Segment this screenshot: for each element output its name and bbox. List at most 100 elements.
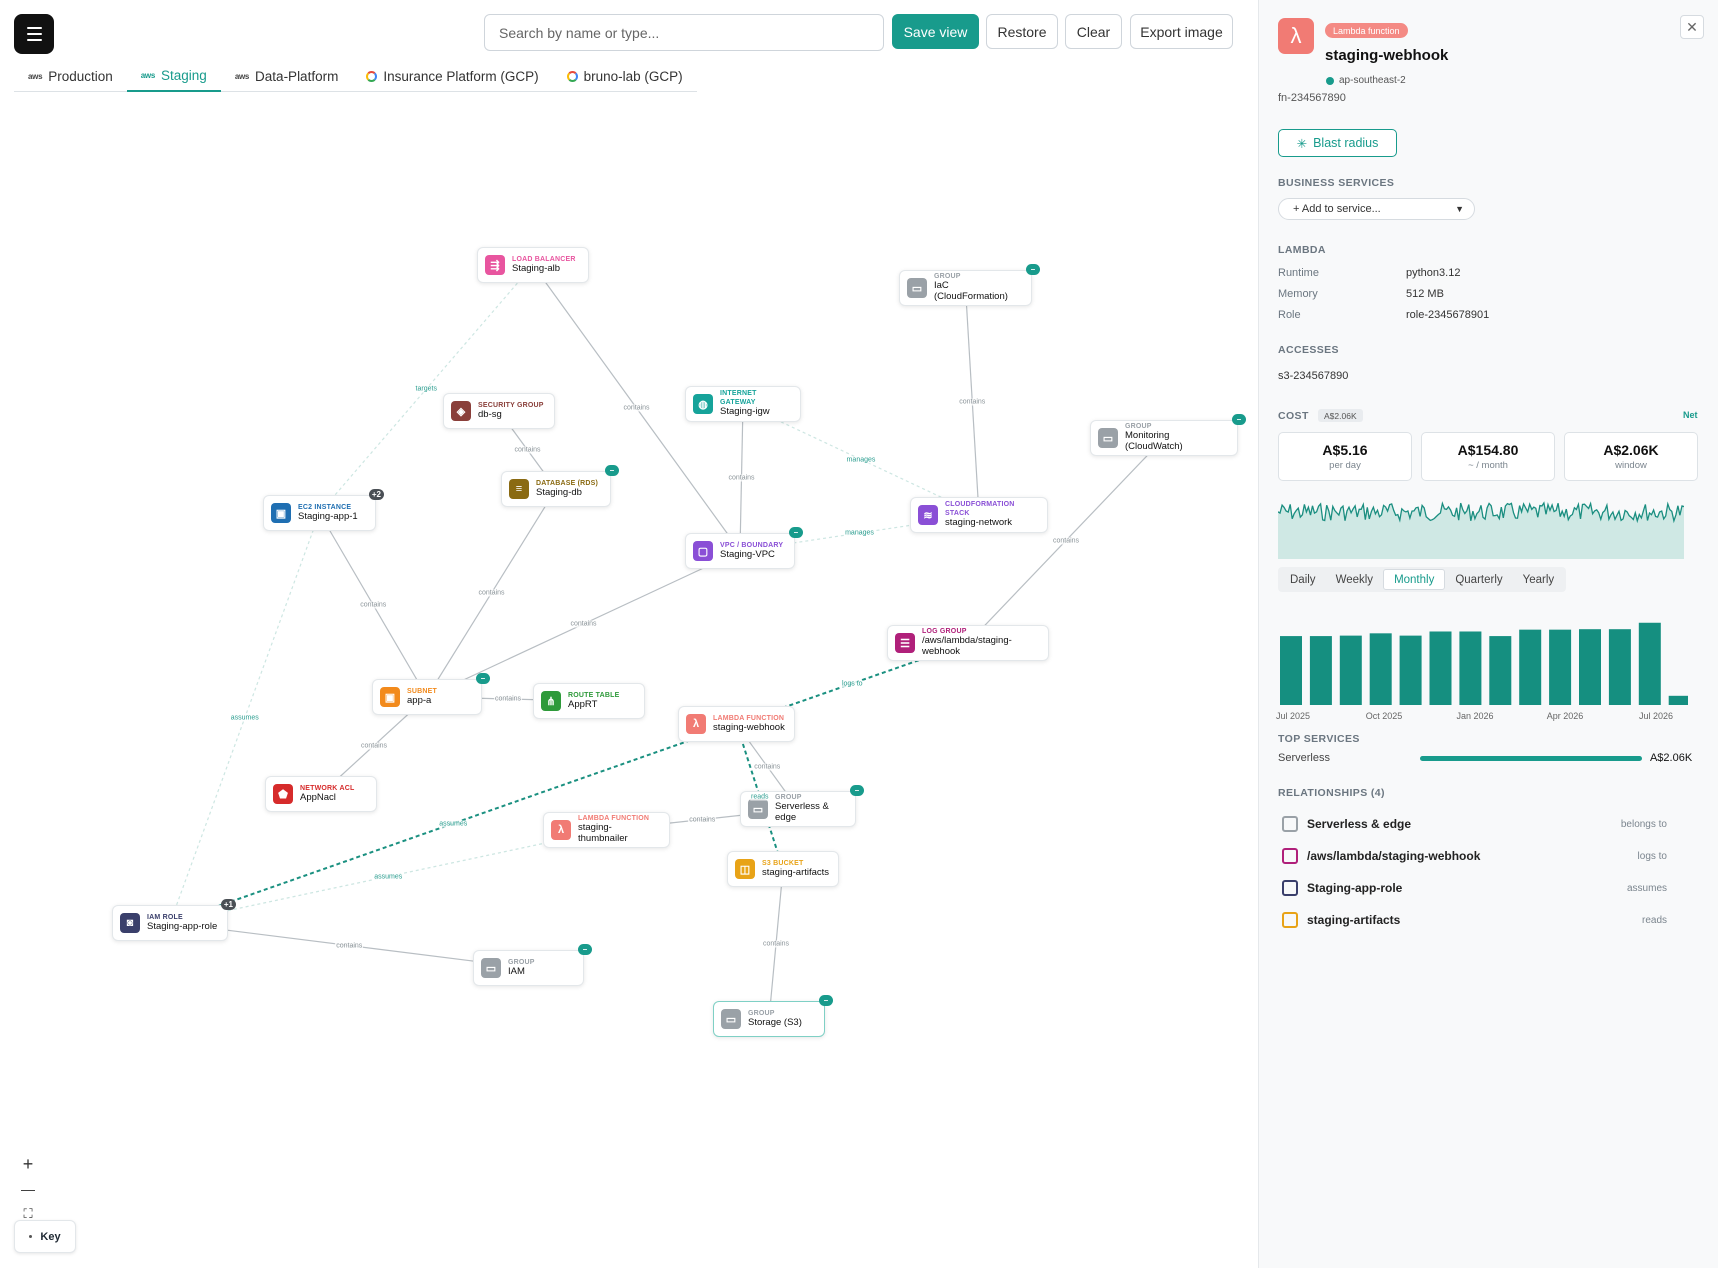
sparkline-area: [1278, 503, 1684, 559]
search-input[interactable]: [484, 14, 884, 51]
month-bar[interactable]: [1369, 633, 1392, 705]
period-monthly[interactable]: Monthly: [1383, 569, 1446, 590]
tab-data-platform[interactable]: aws Data-Platform: [234, 68, 339, 84]
month-bar[interactable]: [1459, 631, 1482, 705]
tab-bruno-lab[interactable]: bruno-lab (GCP): [553, 60, 697, 92]
role-icon: ◙: [120, 913, 140, 933]
node-vpc[interactable]: ▢ VPC / BOUNDARY Staging-VPC –: [685, 527, 803, 569]
collapse-badge[interactable]: –: [850, 785, 864, 796]
month-bar[interactable]: [1579, 629, 1601, 705]
edge-layer: [169, 264, 1165, 1020]
month-bar[interactable]: [1280, 636, 1302, 705]
relationship-row[interactable]: staging-artifacts reads: [1282, 910, 1667, 930]
relationship-row[interactable]: Staging-app-role assumes: [1282, 878, 1667, 898]
clear-button[interactable]: Clear: [1065, 14, 1122, 49]
add-to-service-select[interactable]: + Add to service... ▼: [1278, 198, 1475, 220]
bar-axis-label: Oct 2025: [1365, 711, 1403, 721]
menu-button[interactable]: [14, 14, 54, 54]
month-bar[interactable]: [1519, 629, 1542, 705]
close-panel-button[interactable]: ✕: [1680, 15, 1704, 39]
net-toggle[interactable]: Net: [1683, 410, 1698, 420]
node-nacl[interactable]: ⬟ NETWORK ACL AppNacl: [265, 776, 377, 812]
save-view-button[interactable]: Save view: [892, 14, 979, 49]
node-serverless[interactable]: ▭ GROUP Serverless & edge –: [740, 785, 864, 827]
period-daily[interactable]: Daily: [1290, 573, 1316, 586]
node-type-label: LAMBDA FUNCTION: [713, 714, 785, 722]
node-cfn[interactable]: ≋ CLOUDFORMATION STACK staging-network: [910, 497, 1048, 533]
node-db[interactable]: ≡ DATABASE (RDS) Staging-db –: [501, 465, 619, 507]
blast-radius-button[interactable]: ✳ Blast radius: [1278, 129, 1397, 157]
bar-axis-label: Jul 2026: [1638, 711, 1674, 721]
collapse-badge[interactable]: –: [476, 673, 490, 684]
node-iam[interactable]: ▭ GROUP IAM –: [473, 944, 592, 986]
node-alb[interactable]: ⇶ LOAD BALANCER Staging-alb: [477, 247, 589, 283]
edge-igw-cfn[interactable]: [742, 403, 980, 516]
node-igw[interactable]: ◍ INTERNET GATEWAY Staging-igw: [685, 386, 801, 422]
node-rt[interactable]: ⋔ ROUTE TABLE AppRT: [533, 683, 645, 719]
month-bar[interactable]: [1549, 629, 1572, 705]
zoom-in-button[interactable]: +: [22, 1153, 34, 1174]
prop-role: Role role-2345678901: [1278, 309, 1490, 321]
relationship-row[interactable]: Serverless & edge belongs to: [1282, 814, 1667, 834]
tab-insurance-platform[interactable]: Insurance Platform (GCP): [352, 60, 552, 92]
month-bar[interactable]: [1668, 695, 1688, 705]
server-icon: ▣: [271, 503, 291, 523]
node-subnet[interactable]: ▣ SUBNET app-a –: [372, 673, 490, 715]
expand-count-badge[interactable]: +1: [220, 899, 236, 910]
collapse-badge[interactable]: –: [819, 995, 833, 1006]
relationship-row[interactable]: /aws/lambda/staging-webhook logs to: [1282, 846, 1667, 866]
node-iamrole[interactable]: ◙ IAM ROLE Staging-app-role +1: [112, 899, 236, 941]
month-bar[interactable]: [1489, 636, 1512, 705]
details-panel: λ Lambda function staging-webhook ap-sou…: [1258, 0, 1718, 1268]
edge-label: targets: [414, 385, 438, 393]
restore-button[interactable]: Restore: [986, 14, 1058, 49]
edge-lambda-webhook-s3[interactable]: [735, 723, 784, 870]
legend-key-button[interactable]: Key: [14, 1220, 76, 1253]
folder-icon: ▭: [1098, 428, 1118, 448]
node-type-label: ROUTE TABLE: [568, 691, 620, 699]
month-bar[interactable]: [1339, 635, 1362, 705]
tab-staging[interactable]: aws Staging: [126, 60, 221, 92]
fit-view-button[interactable]: ⛶: [23, 1206, 33, 1221]
node-lambda-thumb[interactable]: λ LAMBDA FUNCTION staging-thumbnailer: [543, 812, 670, 848]
radiate-icon: ✳: [1296, 136, 1308, 151]
expand-count-badge[interactable]: +2: [368, 489, 384, 500]
edge-label: contains: [1051, 537, 1081, 544]
node-iac[interactable]: ▭ GROUP IaC (CloudFormation) –: [899, 264, 1040, 306]
node-lambda-webhook[interactable]: λ LAMBDA FUNCTION staging-webhook: [678, 706, 795, 742]
edge-label: contains: [335, 942, 364, 949]
export-image-button[interactable]: Export image: [1130, 14, 1233, 49]
month-bar[interactable]: [1309, 636, 1332, 705]
node-ec2[interactable]: ▣ EC2 INSTANCE Staging-app-1 +2: [263, 489, 384, 531]
edge-label: contains: [761, 940, 791, 948]
collapse-badge[interactable]: –: [1026, 264, 1040, 275]
node-s3[interactable]: ◫ S3 BUCKET staging-artifacts: [727, 851, 839, 887]
node-monitoring[interactable]: ▭ GROUP Monitoring (CloudWatch) –: [1090, 414, 1246, 456]
gcp-icon: [366, 70, 378, 82]
node-storage[interactable]: ▭ GROUP Storage (S3) –: [713, 995, 833, 1037]
collapse-badge[interactable]: –: [578, 944, 592, 955]
node-name-label: AppNacl: [300, 791, 336, 803]
edge-label: contains: [359, 601, 388, 609]
prop-runtime: Runtime python3.12: [1278, 267, 1461, 279]
period-quarterly[interactable]: Quarterly: [1455, 573, 1503, 586]
cost-card-per-day: A$5.16 per day: [1278, 432, 1412, 481]
month-bar[interactable]: [1638, 622, 1661, 705]
node-name-label: staging-thumbnailer: [578, 822, 628, 845]
collapse-badge[interactable]: –: [605, 465, 619, 476]
month-bar[interactable]: [1429, 631, 1452, 705]
topology-canvas[interactable]: Save view Restore Clear Export image aws…: [0, 0, 1258, 1268]
node-sg[interactable]: ◈ SECURITY GROUP db-sg: [443, 393, 555, 429]
period-weekly[interactable]: Weekly: [1335, 573, 1374, 586]
key-icon: [29, 1235, 33, 1238]
month-bar[interactable]: [1608, 629, 1631, 705]
collapse-badge[interactable]: –: [1232, 414, 1246, 425]
zoom-out-button[interactable]: —: [21, 1181, 35, 1197]
resource-title: staging-webhook: [1325, 47, 1449, 64]
period-yearly[interactable]: Yearly: [1522, 573, 1555, 586]
collapse-badge[interactable]: –: [789, 527, 803, 538]
tab-production[interactable]: aws Production: [28, 68, 113, 84]
month-bar[interactable]: [1399, 635, 1422, 705]
node-loggroup[interactable]: ☰ LOG GROUP/aws/lambda/staging-webhook: [887, 625, 1049, 661]
edge-lambda-webhook-iamrole[interactable]: [169, 723, 737, 924]
